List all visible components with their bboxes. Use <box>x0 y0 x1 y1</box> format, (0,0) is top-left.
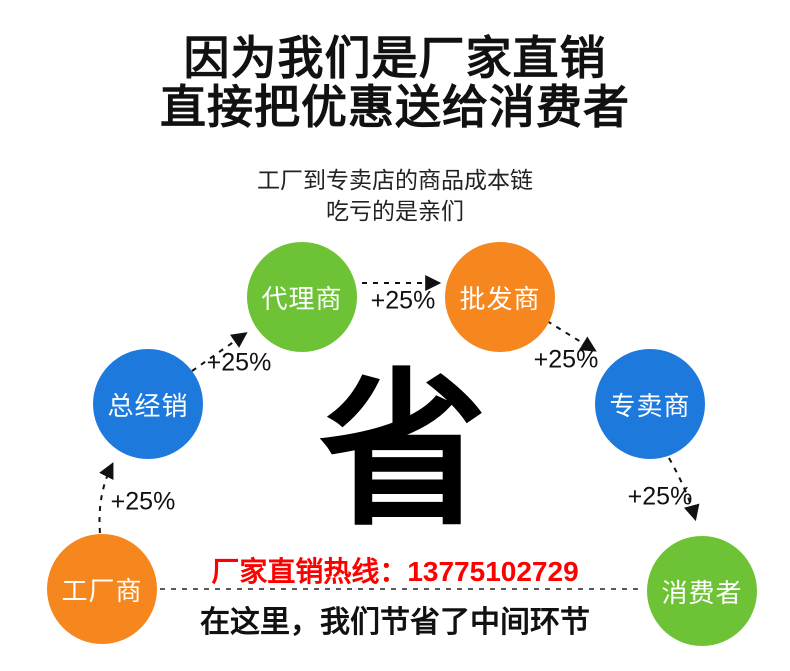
node-label: 工厂商 <box>61 575 143 606</box>
save-character: 省 <box>319 357 487 545</box>
node-wholesaler: 批发商 <box>445 242 555 352</box>
node-factory: 工厂商 <box>47 534 157 644</box>
footer-slogan: 在这里，我们节省了中间环节 <box>200 606 590 639</box>
title-line-1: 因为我们是厂家直销 <box>183 32 607 84</box>
markup-rate-label-3: +25% <box>370 286 436 315</box>
markup-rate-label-1: +25% <box>110 487 176 516</box>
subtitle-line-1: 工厂到专卖店的商品成本链 <box>257 167 533 193</box>
subtitle-line-2: 吃亏的是亲们 <box>326 198 464 224</box>
node-agent: 代理商 <box>247 242 357 352</box>
title-line-2: 直接把优惠送给消费者 <box>160 81 630 133</box>
node-exclusive-retailer: 专卖商 <box>595 349 705 459</box>
node-master-distributor: 总经销 <box>93 349 203 459</box>
markup-rate-label-4: +25% <box>533 345 599 374</box>
node-label: 总经销 <box>107 390 189 421</box>
node-label: 批发商 <box>459 283 541 314</box>
markup-rate-label-2: +25% <box>206 348 272 377</box>
arrow-factory-to-distributor-icon <box>98 462 114 534</box>
node-label: 专卖商 <box>609 390 691 421</box>
node-label: 消费者 <box>661 577 743 608</box>
arrow-retailer-to-consumer-icon <box>668 457 700 522</box>
arrow-wholesaler-to-retailer-icon <box>546 320 597 352</box>
page-title: 因为我们是厂家直销 直接把优惠送给消费者 <box>0 34 790 132</box>
node-consumer: 消费者 <box>647 536 757 646</box>
markup-rate-label-5: +25% <box>627 482 693 511</box>
subtitle: 工厂到专卖店的商品成本链 吃亏的是亲们 <box>0 165 790 227</box>
hotline-text: 厂家直销热线：13775102729 <box>211 556 579 587</box>
node-label: 代理商 <box>261 283 343 314</box>
